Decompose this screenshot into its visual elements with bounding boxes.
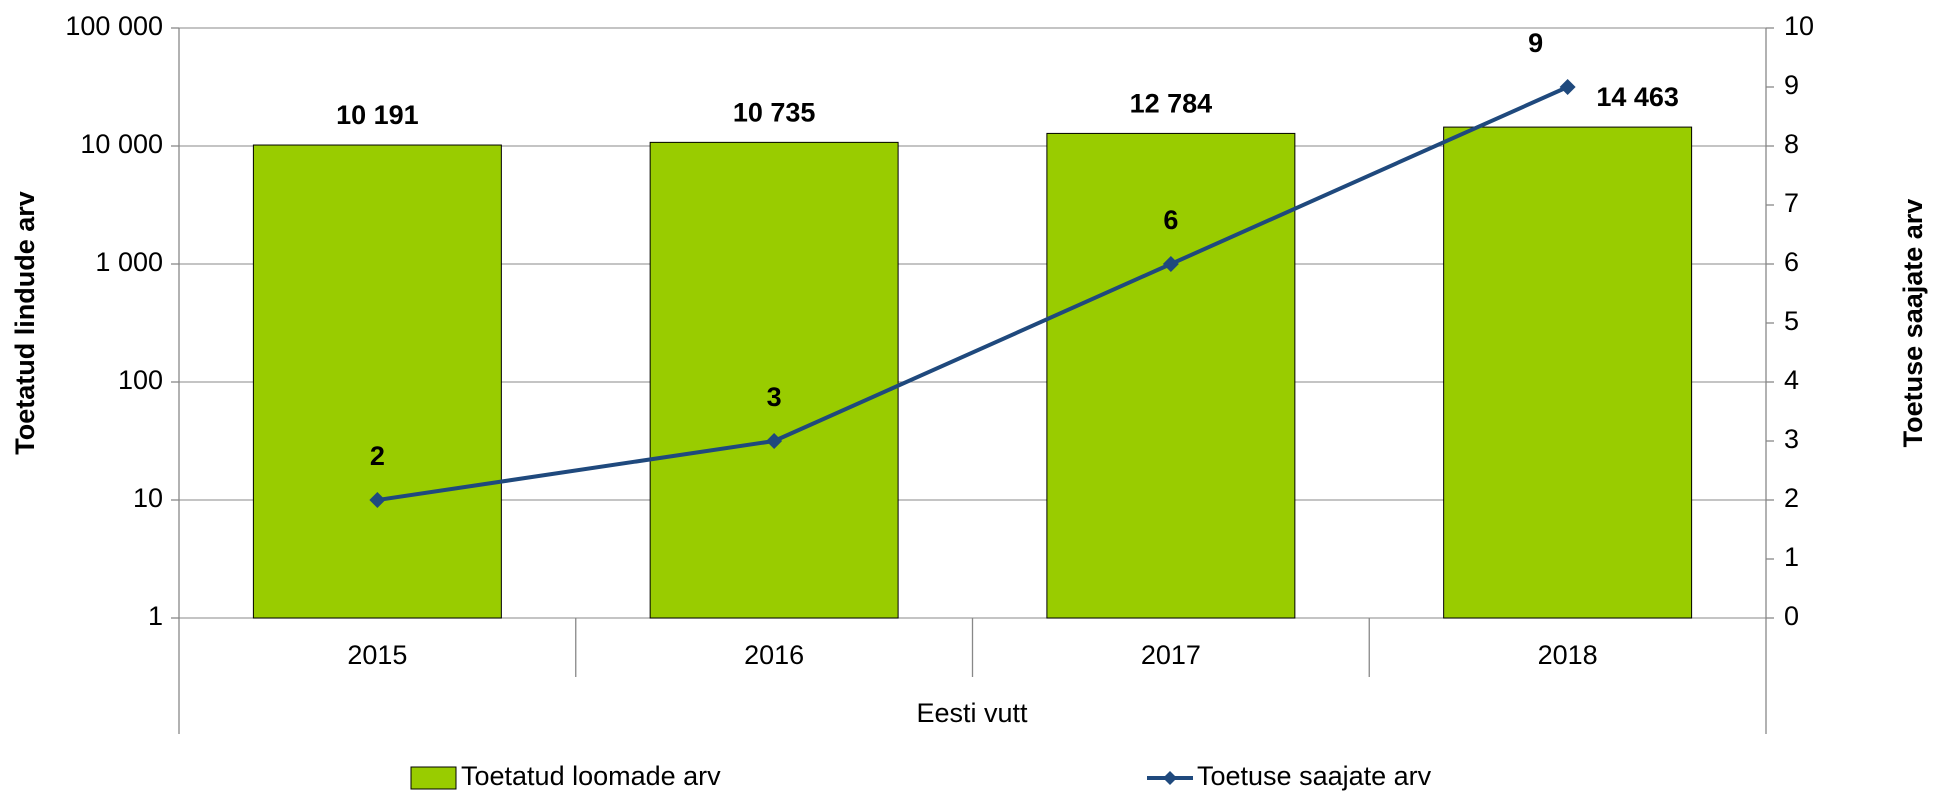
bar [1443, 126, 1693, 619]
bar [1046, 132, 1296, 619]
y2-tick-label: 10 [1784, 11, 1814, 41]
y2-tick-label: 2 [1784, 483, 1799, 513]
y2-tick-label: 0 [1784, 601, 1799, 631]
bar-value-label: 12 784 [1130, 89, 1213, 119]
y2-tick-label: 8 [1784, 129, 1799, 159]
x-tick-label: 2015 [347, 640, 407, 670]
x-tick-label: 2016 [744, 640, 804, 670]
line-marker [1559, 79, 1576, 95]
legend-swatch [410, 766, 457, 790]
y2-tick-label: 7 [1784, 188, 1799, 218]
bar-value-label: 10 735 [733, 97, 816, 127]
legend-label: Toetuse saajate arv [1197, 761, 1432, 791]
y2-tick-label: 3 [1784, 424, 1799, 454]
y-axis-title: Toetatud lindude arv [10, 191, 40, 455]
group-label: Eesti vutt [916, 698, 1028, 728]
bar-value-label: 14 463 [1596, 82, 1679, 112]
line-marker [766, 433, 783, 449]
line-marker [369, 492, 386, 508]
y-tick-label: 100 000 [65, 11, 163, 41]
bar-value-label: 10 191 [336, 100, 419, 130]
y2-tick-label: 6 [1784, 247, 1799, 277]
y-tick-label: 10 000 [80, 129, 163, 159]
line-value-label: 2 [370, 441, 385, 471]
y2-axis-title: Toetuse saajate arv [1898, 199, 1928, 448]
y-tick-label: 100 [118, 365, 163, 395]
y2-tick-label: 4 [1784, 365, 1799, 395]
bar [649, 141, 899, 619]
y2-tick-label: 5 [1784, 306, 1799, 336]
line [377, 85, 1569, 502]
line-value-label: 9 [1528, 28, 1543, 58]
x-tick-label: 2018 [1538, 640, 1598, 670]
line-value-label: 3 [767, 382, 782, 412]
line-marker [1162, 256, 1179, 272]
legend-marker [1163, 771, 1177, 785]
y-tick-label: 1 000 [95, 247, 163, 277]
y-tick-label: 10 [133, 483, 163, 513]
legend-label: Toetatud loomade arv [461, 761, 721, 791]
bar [252, 144, 502, 619]
y2-tick-label: 1 [1784, 542, 1799, 572]
x-tick-label: 2017 [1141, 640, 1201, 670]
y-tick-label: 1 [148, 601, 163, 631]
line-value-label: 6 [1163, 205, 1178, 235]
y2-tick-label: 9 [1784, 70, 1799, 100]
